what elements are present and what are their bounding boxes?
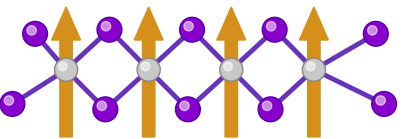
FancyArrow shape: [134, 7, 163, 137]
Circle shape: [27, 26, 36, 35]
Circle shape: [258, 97, 283, 122]
Circle shape: [97, 17, 122, 42]
Circle shape: [184, 22, 193, 31]
Circle shape: [262, 17, 287, 42]
Circle shape: [97, 101, 107, 111]
FancyArrow shape: [299, 7, 328, 137]
Circle shape: [363, 21, 388, 46]
Circle shape: [176, 97, 200, 122]
Circle shape: [372, 92, 396, 116]
Circle shape: [137, 58, 160, 81]
Circle shape: [306, 62, 315, 71]
Circle shape: [180, 17, 204, 42]
FancyArrow shape: [217, 7, 246, 137]
Circle shape: [59, 62, 67, 71]
Circle shape: [180, 101, 189, 111]
Circle shape: [93, 97, 118, 122]
Circle shape: [262, 101, 272, 111]
Circle shape: [220, 58, 243, 81]
Circle shape: [376, 96, 385, 105]
FancyArrow shape: [52, 7, 81, 137]
Circle shape: [55, 58, 78, 81]
Circle shape: [23, 21, 47, 46]
Circle shape: [302, 58, 325, 81]
Circle shape: [101, 22, 111, 31]
Circle shape: [141, 62, 150, 71]
Circle shape: [4, 96, 14, 105]
Circle shape: [368, 26, 377, 35]
Circle shape: [266, 22, 276, 31]
Circle shape: [0, 92, 25, 116]
Circle shape: [224, 62, 233, 71]
